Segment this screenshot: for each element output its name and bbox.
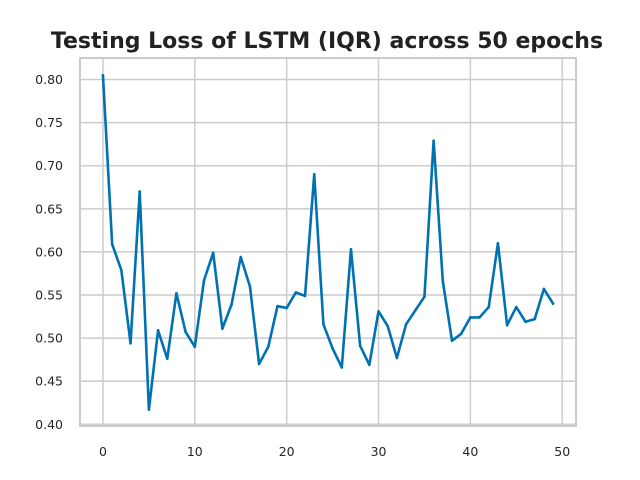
data-point — [358, 344, 362, 348]
data-point — [524, 320, 527, 324]
data-point — [230, 303, 233, 306]
y-tick-label: 0.50 — [35, 331, 63, 346]
data-point — [239, 255, 243, 259]
data-point — [221, 327, 224, 330]
series-line — [101, 73, 555, 411]
data-point — [184, 330, 187, 334]
data-point — [322, 323, 325, 326]
y-axis-ticks: 0.40 0.45 0.50 0.55 0.60 0.65 0.70 0.75 0.80 — [35, 72, 63, 432]
data-point — [138, 190, 142, 193]
data-point — [303, 294, 307, 298]
chart-title: Testing Loss of LSTM (IQR) across 50 epo… — [51, 29, 603, 54]
data-point — [551, 302, 555, 305]
x-tick-label: 20 — [279, 444, 295, 459]
series-group — [101, 73, 555, 411]
x-tick-label: 50 — [554, 444, 570, 459]
y-tick-label: 0.45 — [35, 374, 63, 389]
data-point — [423, 295, 426, 299]
data-point — [340, 366, 344, 369]
data-point — [478, 316, 481, 319]
data-point — [120, 268, 123, 272]
data-point — [487, 305, 491, 309]
x-tick-label: 30 — [371, 444, 387, 459]
plot-area-frame — [79, 57, 577, 427]
data-point — [450, 339, 454, 342]
data-point — [368, 363, 371, 367]
data-point — [156, 329, 160, 332]
x-axis-ticks: 0 10 20 30 40 50 — [99, 444, 570, 459]
data-point — [276, 304, 279, 308]
data-point — [395, 356, 399, 360]
x-tick-label: 10 — [187, 444, 203, 459]
data-point — [377, 310, 380, 313]
data-point — [469, 316, 472, 319]
data-point — [533, 317, 536, 321]
data-point — [441, 279, 445, 283]
data-point — [285, 306, 288, 310]
data-point — [266, 345, 270, 349]
data-point — [147, 408, 151, 411]
data-point — [257, 362, 261, 366]
data-point — [211, 251, 215, 255]
data-point — [312, 173, 316, 176]
data-point — [165, 357, 169, 361]
data-point — [349, 248, 353, 251]
y-tick-label: 0.60 — [35, 244, 63, 259]
y-tick-label: 0.40 — [35, 417, 63, 432]
data-point — [101, 73, 105, 77]
data-point — [175, 291, 178, 295]
y-tick-label: 0.65 — [35, 201, 63, 216]
data-point — [193, 345, 197, 349]
data-point — [432, 139, 435, 143]
y-tick-label: 0.80 — [35, 72, 63, 87]
data-point — [542, 287, 546, 291]
data-point — [248, 285, 252, 288]
data-point — [459, 332, 463, 336]
data-point — [202, 279, 206, 282]
data-point — [404, 323, 408, 326]
data-point — [331, 347, 334, 350]
x-tick-label: 0 — [99, 444, 107, 459]
data-point — [413, 309, 417, 312]
data-point — [496, 241, 500, 245]
x-tick-label: 40 — [462, 444, 478, 459]
y-tick-label: 0.55 — [35, 288, 63, 303]
data-point — [514, 305, 518, 309]
data-point — [129, 341, 132, 345]
y-tick-label: 0.75 — [35, 115, 63, 130]
data-point — [386, 324, 390, 328]
y-tick-label: 0.70 — [35, 158, 63, 173]
data-point — [505, 323, 509, 327]
data-point — [110, 242, 114, 246]
data-point — [294, 291, 298, 294]
grid-lines — [80, 58, 576, 426]
